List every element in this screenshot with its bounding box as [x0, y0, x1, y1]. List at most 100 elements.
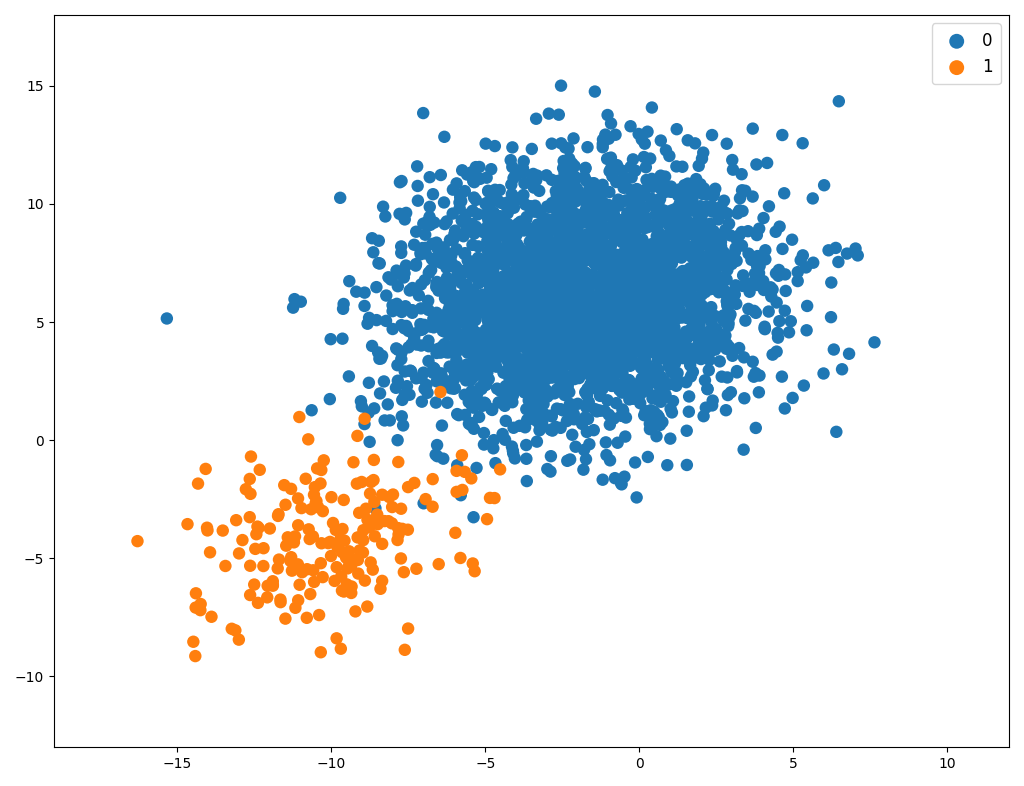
0 — [511, 303, 527, 315]
0 — [523, 369, 540, 382]
1 — [313, 537, 330, 549]
0 — [466, 351, 482, 363]
0 — [575, 464, 592, 476]
0 — [615, 182, 632, 194]
0 — [610, 316, 627, 329]
0 — [580, 141, 596, 153]
0 — [626, 288, 642, 301]
0 — [653, 373, 670, 385]
0 — [470, 303, 486, 316]
0 — [618, 286, 635, 299]
1 — [455, 483, 471, 496]
0 — [667, 336, 683, 349]
0 — [642, 294, 658, 307]
0 — [479, 207, 496, 219]
0 — [657, 144, 674, 156]
1 — [250, 597, 266, 609]
0 — [488, 328, 505, 340]
0 — [555, 306, 571, 318]
0 — [609, 266, 626, 279]
0 — [594, 275, 610, 288]
0 — [481, 347, 498, 360]
0 — [568, 303, 585, 315]
0 — [548, 296, 564, 308]
0 — [436, 130, 453, 143]
0 — [481, 297, 498, 310]
0 — [628, 267, 644, 280]
0 — [637, 280, 653, 292]
0 — [466, 423, 482, 435]
1 — [332, 533, 348, 545]
0 — [470, 208, 486, 221]
0 — [557, 299, 573, 311]
0 — [673, 278, 689, 291]
0 — [574, 306, 591, 318]
0 — [627, 222, 643, 235]
0 — [493, 346, 509, 358]
0 — [698, 343, 715, 356]
0 — [500, 329, 516, 342]
0 — [545, 237, 561, 249]
0 — [652, 419, 669, 432]
0 — [502, 350, 518, 362]
0 — [743, 254, 760, 266]
0 — [521, 316, 538, 329]
0 — [609, 159, 626, 171]
0 — [372, 387, 388, 400]
0 — [560, 225, 577, 237]
0 — [480, 310, 497, 323]
0 — [476, 373, 493, 385]
0 — [464, 400, 480, 413]
0 — [534, 358, 550, 371]
0 — [584, 190, 600, 203]
0 — [501, 391, 517, 404]
0 — [474, 369, 490, 381]
0 — [370, 346, 386, 358]
0 — [644, 277, 660, 289]
0 — [583, 361, 599, 373]
0 — [637, 315, 653, 328]
0 — [505, 379, 521, 391]
0 — [529, 356, 546, 369]
0 — [592, 231, 608, 244]
0 — [690, 213, 707, 226]
0 — [554, 342, 570, 354]
0 — [376, 375, 392, 387]
0 — [457, 247, 473, 259]
0 — [462, 222, 478, 234]
1 — [298, 472, 314, 485]
0 — [648, 211, 665, 223]
0 — [564, 276, 581, 288]
0 — [616, 321, 633, 333]
0 — [672, 267, 688, 280]
0 — [642, 423, 658, 435]
0 — [558, 273, 574, 285]
0 — [609, 343, 626, 356]
0 — [531, 331, 548, 343]
1 — [332, 536, 348, 549]
0 — [498, 293, 514, 306]
1 — [334, 523, 350, 535]
0 — [494, 219, 510, 231]
0 — [446, 224, 463, 237]
0 — [514, 307, 530, 319]
0 — [465, 314, 481, 326]
0 — [757, 323, 773, 336]
0 — [495, 428, 511, 440]
0 — [509, 369, 525, 381]
0 — [729, 208, 745, 220]
0 — [474, 367, 490, 380]
0 — [522, 406, 539, 419]
0 — [393, 319, 410, 332]
0 — [597, 292, 613, 304]
0 — [611, 304, 628, 317]
0 — [497, 244, 513, 257]
0 — [551, 226, 567, 239]
0 — [638, 329, 654, 341]
1 — [314, 571, 331, 583]
0 — [625, 153, 641, 166]
1 — [381, 490, 397, 503]
0 — [698, 231, 715, 244]
0 — [580, 283, 596, 296]
0 — [479, 366, 496, 379]
